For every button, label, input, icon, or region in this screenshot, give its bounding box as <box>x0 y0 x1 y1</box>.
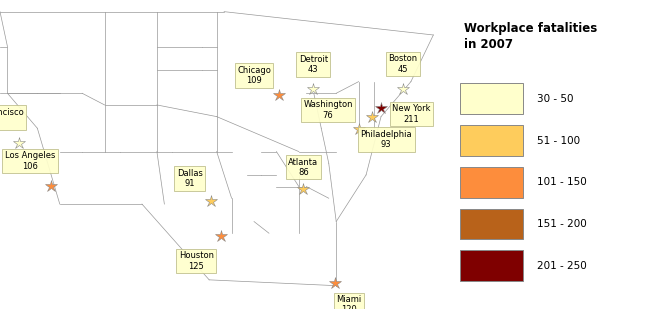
Text: 151 - 200: 151 - 200 <box>537 219 586 229</box>
FancyBboxPatch shape <box>460 125 523 156</box>
FancyBboxPatch shape <box>460 209 523 239</box>
Text: Atlanta
86: Atlanta 86 <box>288 158 319 177</box>
Text: 201 - 250: 201 - 250 <box>537 261 586 271</box>
Text: 30 - 50: 30 - 50 <box>537 94 573 104</box>
Text: Houston
125: Houston 125 <box>179 251 214 271</box>
Text: Los Angeles
106: Los Angeles 106 <box>5 151 55 171</box>
FancyBboxPatch shape <box>460 250 523 281</box>
Text: San Francisco
52: San Francisco 52 <box>0 108 23 127</box>
Text: Miami
120: Miami 120 <box>336 295 361 309</box>
Text: 51 - 100: 51 - 100 <box>537 136 580 146</box>
Text: Chicago
109: Chicago 109 <box>237 66 271 85</box>
Text: New York
211: New York 211 <box>392 104 431 124</box>
Text: Detroit
43: Detroit 43 <box>299 55 328 74</box>
Text: 101 - 150: 101 - 150 <box>537 177 586 187</box>
FancyBboxPatch shape <box>460 167 523 198</box>
Text: Boston
45: Boston 45 <box>388 54 417 74</box>
Text: Philadelphia
93: Philadelphia 93 <box>361 130 412 149</box>
FancyBboxPatch shape <box>460 83 523 114</box>
Text: Dallas
91: Dallas 91 <box>177 169 203 188</box>
Text: Workplace fatalities
in 2007: Workplace fatalities in 2007 <box>464 22 597 51</box>
Text: Washington
76: Washington 76 <box>303 100 353 120</box>
